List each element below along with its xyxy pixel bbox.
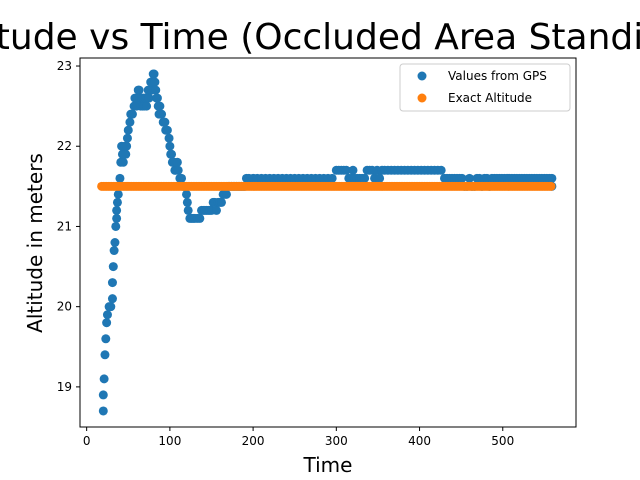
gps-point (165, 141, 175, 151)
gps-point (142, 101, 152, 111)
gps-point (157, 109, 167, 119)
gps-point (216, 197, 226, 207)
plot-area (97, 69, 557, 416)
gps-point (125, 117, 135, 127)
gps-point (360, 173, 370, 183)
axes (79, 57, 577, 428)
gps-point (375, 173, 385, 183)
gps-point (348, 165, 358, 175)
gps-point (101, 334, 111, 344)
gps-point (341, 165, 351, 175)
gps-point (107, 278, 117, 288)
y-tick-label: 22 (57, 139, 72, 153)
gps-point (99, 374, 109, 384)
legend-box (399, 63, 571, 112)
x-tick-label: 0 (83, 434, 91, 448)
gps-point (108, 262, 118, 272)
legend: Values from GPS Exact Altitude (399, 63, 571, 112)
y-tick-label: 23 (57, 59, 72, 73)
gps-point (122, 141, 132, 151)
gps-point (98, 406, 108, 416)
gps-point (106, 302, 116, 312)
gps-point (327, 173, 337, 183)
gps-point (144, 93, 154, 103)
gps-point (98, 390, 108, 400)
legend-label-gps: Values from GPS (448, 69, 547, 83)
legend-label-exact: Exact Altitude (448, 91, 532, 105)
gps-point (211, 205, 221, 215)
gps-point (107, 294, 117, 304)
x-tick-label: 400 (408, 434, 431, 448)
gps-point (172, 157, 182, 167)
axes-frame (79, 57, 577, 428)
gps-point (160, 117, 170, 127)
gps-point (162, 125, 172, 135)
gps-point (151, 85, 161, 95)
y-tick-label: 19 (57, 380, 72, 394)
legend-marker-exact (417, 93, 427, 103)
gps-point (134, 85, 144, 95)
legend-marker-gps (417, 71, 427, 81)
gps-point (121, 149, 131, 159)
exact-altitude-point (546, 181, 556, 191)
gps-point (122, 133, 132, 143)
y-axis-ticks: 19 20 21 22 23 (57, 59, 80, 394)
gps-point (149, 69, 159, 79)
gps-point (102, 318, 112, 328)
gps-point (112, 205, 122, 215)
x-axis-label: Time (303, 453, 353, 477)
gps-point (118, 157, 128, 167)
gps-point (110, 238, 120, 247)
gps-point (195, 213, 205, 223)
gps-point (221, 189, 231, 199)
gps-point (112, 197, 122, 207)
gps-point (164, 133, 174, 143)
x-tick-label: 200 (242, 434, 265, 448)
gps-point (109, 246, 119, 256)
gps-point (127, 109, 137, 119)
gps-point (155, 101, 165, 111)
gps-point (113, 189, 123, 199)
gps-point (183, 205, 193, 215)
x-axis-ticks: 0 100 200 300 400 500 (83, 427, 514, 448)
gps-point (167, 149, 177, 159)
gps-point (112, 213, 122, 223)
gps-point (182, 197, 192, 207)
x-tick-label: 500 (491, 434, 514, 448)
x-tick-label: 100 (158, 434, 181, 448)
gps-point (102, 310, 112, 320)
chart-title: Altitude vs Time (Occluded Area Standing… (0, 17, 640, 58)
y-tick-label: 20 (57, 300, 72, 314)
gps-point (123, 125, 133, 135)
gps-point (152, 93, 162, 103)
gps-point (457, 173, 467, 183)
y-tick-label: 21 (57, 219, 72, 233)
y-axis-label: Altitude in meters (23, 153, 47, 333)
gps-point (464, 173, 474, 183)
x-tick-label: 300 (325, 434, 348, 448)
gps-point (111, 221, 121, 231)
gps-point (173, 165, 183, 175)
gps-point (115, 173, 125, 183)
gps-point (150, 77, 160, 87)
gps-point (177, 173, 187, 183)
gps-point (436, 165, 446, 175)
gps-point (547, 173, 557, 183)
gps-point (100, 350, 110, 360)
gps-point (182, 189, 192, 199)
